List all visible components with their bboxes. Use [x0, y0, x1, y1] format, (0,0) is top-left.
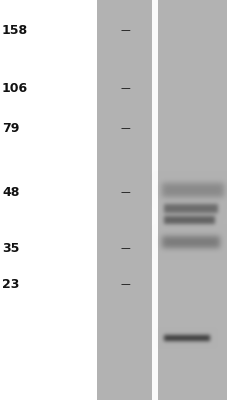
Text: 23: 23 — [2, 278, 19, 290]
Text: —: — — [120, 243, 130, 253]
Text: —: — — [120, 25, 130, 35]
Text: —: — — [120, 123, 130, 133]
Text: —: — — [120, 187, 130, 197]
Text: 35: 35 — [2, 242, 19, 254]
Text: 48: 48 — [2, 186, 19, 198]
Text: 106: 106 — [2, 82, 28, 94]
Text: —: — — [120, 83, 130, 93]
Text: 79: 79 — [2, 122, 19, 134]
Text: 158: 158 — [2, 24, 28, 36]
Text: —: — — [120, 279, 130, 289]
